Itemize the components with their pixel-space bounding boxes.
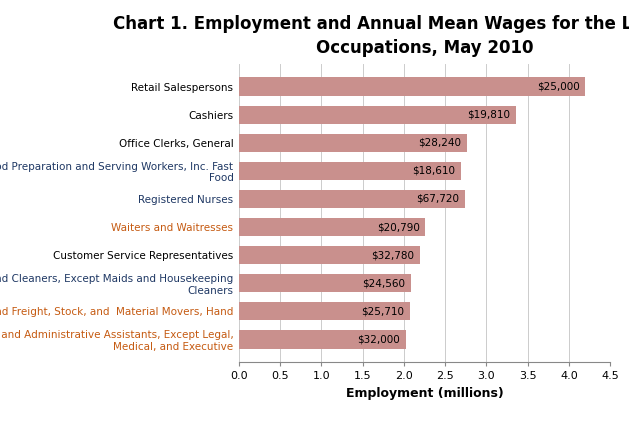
Text: $24,560: $24,560 <box>362 278 406 288</box>
Text: $19,810: $19,810 <box>467 109 510 120</box>
Bar <box>239 246 420 264</box>
Bar <box>239 162 461 180</box>
Bar <box>239 330 406 348</box>
Text: $25,000: $25,000 <box>537 82 579 92</box>
Text: $20,790: $20,790 <box>377 222 420 232</box>
Text: $18,610: $18,610 <box>412 166 455 176</box>
Bar <box>239 190 465 208</box>
Text: $67,720: $67,720 <box>416 194 459 204</box>
Text: $32,000: $32,000 <box>357 334 400 344</box>
Text: $32,780: $32,780 <box>371 250 414 260</box>
Bar <box>239 106 516 124</box>
Text: $28,240: $28,240 <box>418 138 461 148</box>
Title: Chart 1. Employment and Annual Mean Wages for the Largest U.S.
Occupations, May : Chart 1. Employment and Annual Mean Wage… <box>113 15 629 57</box>
Bar <box>239 134 467 152</box>
X-axis label: Employment (millions): Employment (millions) <box>346 387 503 400</box>
Bar <box>239 218 425 236</box>
Bar <box>239 274 411 292</box>
Bar <box>239 78 586 96</box>
Bar <box>239 302 409 320</box>
Text: $25,710: $25,710 <box>361 306 404 317</box>
